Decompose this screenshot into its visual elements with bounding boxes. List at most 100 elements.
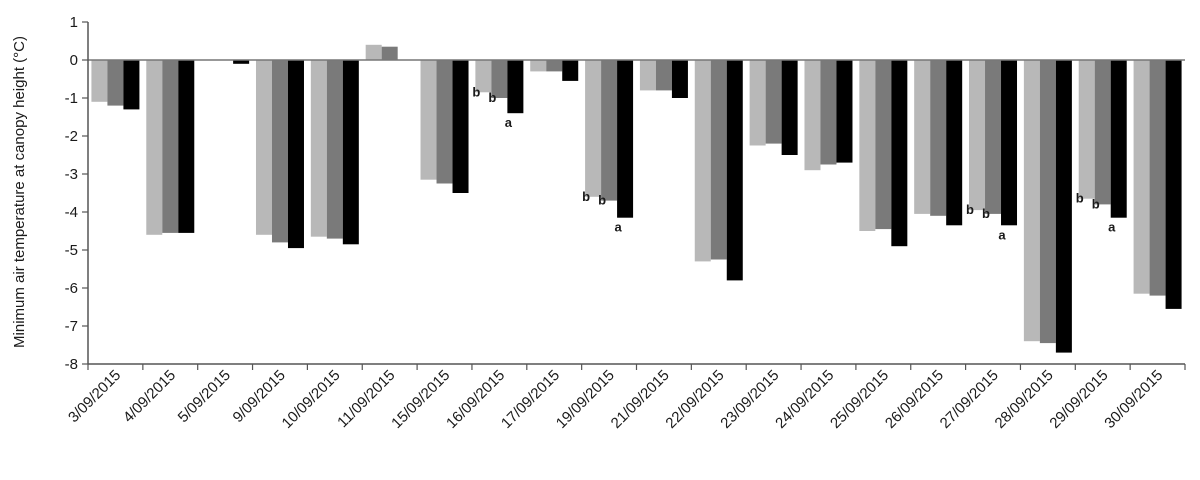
x-tick-label: 16/09/2015 — [443, 367, 508, 432]
x-tick-label: 15/09/2015 — [388, 367, 453, 432]
bar — [1078, 60, 1095, 199]
bar — [930, 60, 947, 216]
bar — [342, 60, 359, 245]
significance-letter: b — [1092, 196, 1100, 211]
x-tick-label: 29/09/2015 — [1046, 367, 1111, 432]
significance-letter: b — [598, 193, 606, 208]
x-tick-label: 17/09/2015 — [498, 367, 563, 432]
y-tick-label: -6 — [65, 280, 78, 297]
bar — [1023, 60, 1040, 342]
bar — [836, 60, 853, 163]
bar — [233, 60, 250, 64]
x-tick-label: 28/09/2015 — [992, 367, 1057, 432]
x-tick-label: 21/09/2015 — [608, 367, 673, 432]
bar — [178, 60, 195, 233]
bar — [123, 60, 140, 110]
bar — [326, 60, 343, 239]
significance-letter: a — [614, 220, 622, 235]
x-tick-label: 4/09/2015 — [120, 367, 179, 426]
x-tick-label: 22/09/2015 — [662, 367, 727, 432]
bar — [749, 60, 766, 146]
bar — [452, 60, 469, 193]
bar — [91, 60, 108, 102]
x-tick-label: 10/09/2015 — [279, 367, 344, 432]
bar — [726, 60, 743, 281]
bar — [601, 60, 618, 201]
y-tick-label: -1 — [65, 90, 78, 107]
bar — [546, 60, 563, 72]
bar — [507, 60, 524, 114]
x-tick-label: 25/09/2015 — [827, 367, 892, 432]
bar — [914, 60, 931, 214]
y-tick-label: -4 — [65, 204, 78, 221]
bar — [562, 60, 579, 81]
significance-letter: a — [1108, 220, 1116, 235]
significance-letter: b — [966, 202, 974, 217]
bar — [287, 60, 304, 249]
bar — [639, 60, 656, 91]
bar — [617, 60, 634, 218]
significance-letter: b — [488, 90, 496, 105]
bar — [875, 60, 892, 230]
bar — [162, 60, 179, 233]
bar — [1094, 60, 1111, 205]
bar — [381, 46, 398, 60]
bar — [804, 60, 821, 171]
bar — [1133, 60, 1150, 294]
bar — [820, 60, 837, 165]
x-tick-label: 24/09/2015 — [772, 367, 837, 432]
bar — [530, 60, 547, 72]
y-tick-label: -2 — [65, 128, 78, 145]
x-tick-label: 19/09/2015 — [553, 367, 618, 432]
bar — [585, 60, 602, 197]
bar — [671, 60, 688, 98]
bar — [146, 60, 163, 235]
x-tick-label: 5/09/2015 — [175, 367, 234, 426]
y-tick-label: -7 — [65, 318, 78, 335]
y-tick-label: -3 — [65, 166, 78, 183]
bar — [694, 60, 711, 262]
y-tick-label: -5 — [65, 242, 78, 259]
bar — [1165, 60, 1182, 309]
y-tick-label: 0 — [70, 52, 78, 69]
significance-letter: b — [582, 189, 590, 204]
bar — [436, 60, 453, 184]
x-tick-label: 23/09/2015 — [717, 367, 782, 432]
x-tick-label: 26/09/2015 — [882, 367, 947, 432]
x-tick-label: 3/09/2015 — [65, 367, 124, 426]
bar — [365, 44, 382, 60]
bar — [255, 60, 272, 235]
y-axis-title: Minimum air temperature at canopy height… — [11, 36, 28, 348]
bar — [475, 60, 492, 93]
bar — [271, 60, 288, 243]
x-tick-label: 27/09/2015 — [937, 367, 1002, 432]
bar — [107, 60, 124, 106]
bar — [1149, 60, 1166, 296]
significance-letter: b — [472, 84, 480, 99]
bar — [781, 60, 798, 155]
bar — [859, 60, 876, 231]
bar — [1055, 60, 1072, 353]
bar — [1001, 60, 1018, 226]
bar — [491, 60, 508, 98]
y-tick-label: 1 — [70, 14, 78, 31]
bar — [765, 60, 782, 144]
significance-letter: a — [505, 115, 513, 130]
bar — [310, 60, 327, 237]
bar — [946, 60, 963, 226]
bar — [420, 60, 437, 180]
bar — [710, 60, 727, 260]
bar — [891, 60, 908, 247]
bar — [655, 60, 672, 91]
x-tick-label: 30/09/2015 — [1101, 367, 1166, 432]
significance-letter: b — [1076, 191, 1084, 206]
significance-letter: a — [998, 227, 1006, 242]
bar — [985, 60, 1002, 214]
bar — [1039, 60, 1056, 344]
bar — [1110, 60, 1127, 218]
bar — [969, 60, 986, 211]
y-tick-label: -8 — [65, 356, 78, 373]
significance-letter: b — [982, 206, 990, 221]
